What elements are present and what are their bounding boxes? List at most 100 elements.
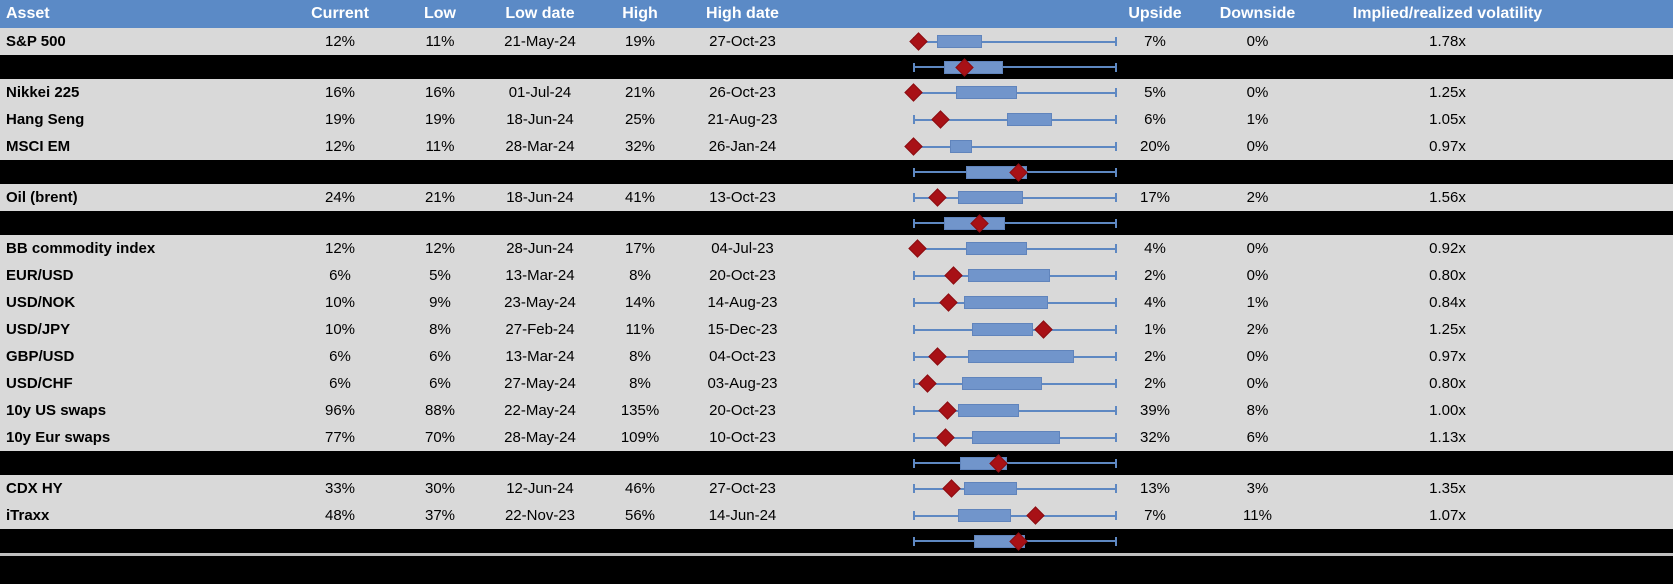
cell-high: 46% — [624, 480, 656, 497]
cell-current: 12% — [324, 240, 356, 257]
table-row: MSCI EM 12% 11% 28-Mar-24 32% 26-Jan-24 20% 0% 0… — [0, 133, 1673, 160]
whisker-line — [913, 66, 1117, 68]
col-header-upside: Upside — [1128, 5, 1182, 22]
cell-high_date: 15-Dec-23 — [707, 321, 778, 338]
box-range — [957, 191, 1024, 204]
current-diamond-marker — [938, 401, 957, 420]
whisker-cap-left — [913, 167, 915, 177]
cell-implied-realized: 1.25x — [1429, 84, 1466, 101]
cell-downside: 0% — [1246, 348, 1269, 365]
cell-low: 30% — [424, 480, 456, 497]
whisker-cap-right — [1115, 352, 1117, 361]
cell-filler — [1565, 289, 1673, 316]
cell-low: 70% — [424, 429, 456, 446]
current-diamond-marker — [907, 239, 927, 258]
cell-downside: 2% — [1246, 321, 1269, 338]
cell-empty — [285, 211, 395, 235]
whisker-cap-left — [913, 352, 915, 361]
cell-asset: Oil (brent) — [6, 189, 78, 206]
cell-empty — [285, 55, 395, 79]
cell-empty — [595, 529, 685, 553]
cell-implied-realized: 0.80x — [1429, 375, 1466, 392]
cell-downside: 0% — [1246, 84, 1269, 101]
cell-empty — [685, 529, 800, 553]
cell-low_date: 13-Mar-24 — [505, 267, 575, 284]
whisker-line — [913, 40, 1117, 43]
box-range — [937, 35, 983, 48]
cell-empty — [595, 451, 685, 475]
whisker-cap-right — [1115, 88, 1117, 97]
cell-high_date: 04-Jul-23 — [711, 240, 774, 257]
cell-empty — [685, 160, 800, 184]
cell-low: 11% — [425, 138, 455, 155]
cell-implied-realized: 1.00x — [1429, 402, 1466, 419]
boxplot — [913, 343, 1117, 370]
separator-row-boxplot — [0, 529, 1673, 553]
cell-upside: 1% — [1144, 321, 1166, 338]
whisker-cap-right — [1115, 511, 1117, 520]
cell-low_date: 21-May-24 — [504, 33, 576, 50]
whisker-cap-right — [1115, 62, 1117, 72]
cell-high_date: 27-Oct-23 — [709, 33, 776, 50]
cell-low: 37% — [424, 507, 456, 524]
boxplot — [907, 235, 1117, 262]
cell-asset: USD/CHF — [6, 375, 73, 392]
cell-high_date: 13-Oct-23 — [709, 189, 776, 206]
cell-low: 8% — [429, 321, 451, 338]
table-row: BB commodity index 12% 12% 28-Jun-24 17% 04-J… — [0, 235, 1673, 262]
cell-high: 8% — [629, 348, 651, 365]
cell-asset: GBP/USD — [6, 348, 75, 365]
divider-line — [0, 553, 1673, 556]
boxplot-cell — [800, 184, 1125, 211]
cell-empty — [0, 160, 285, 184]
cell-asset: CDX HY — [6, 480, 63, 497]
whisker-cap-right — [1115, 433, 1117, 442]
box-range — [1006, 113, 1052, 126]
current-diamond-marker — [939, 293, 958, 312]
boxplot — [913, 529, 1117, 553]
table-row: 10y US swaps 96% 88% 22-May-24 135% 20-Oct-23… — [0, 397, 1673, 424]
current-diamond-marker — [918, 374, 937, 393]
cell-empty — [285, 451, 395, 475]
cell-low_date: 27-May-24 — [504, 375, 576, 392]
whisker-cap-left — [913, 115, 915, 124]
cell-low_date: 22-May-24 — [504, 402, 576, 419]
cell-empty — [285, 529, 395, 553]
col-header-high-date: High date — [706, 5, 779, 22]
cell-upside: 39% — [1139, 402, 1171, 419]
cell-current: 12% — [324, 138, 356, 155]
cell-filler — [1565, 28, 1673, 55]
col-header-implied-realized: Implied/realized volatility — [1352, 5, 1543, 22]
cell-downside: 1% — [1246, 294, 1269, 311]
cell-empty — [0, 55, 285, 79]
cell-low_date: 28-Mar-24 — [505, 138, 575, 155]
boxplot — [913, 262, 1117, 289]
cell-high_date: 14-Aug-23 — [707, 294, 778, 311]
table-row: USD/JPY 10% 8% 27-Feb-24 11% 15-Dec-23 1% 2% 1.2… — [0, 316, 1673, 343]
cell-low_date: 01-Jul-24 — [508, 84, 572, 101]
table-row: Nikkei 225 16% 16% 01-Jul-24 21% 26-Oct-23 5% 0… — [0, 79, 1673, 106]
cell-upside: 7% — [1144, 507, 1166, 524]
whisker-line — [913, 222, 1117, 224]
boxplot-cell — [800, 343, 1125, 370]
boxplot-cell — [800, 370, 1125, 397]
whisker-cap-right — [1115, 142, 1117, 151]
cell-downside: 11% — [1243, 507, 1272, 524]
cell-empty — [395, 211, 485, 235]
cell-high: 109% — [620, 429, 660, 446]
whisker-cap-right — [1115, 458, 1117, 468]
cell-filler — [1565, 343, 1673, 370]
whisker-cap-right — [1115, 218, 1117, 228]
cell-empty — [395, 55, 485, 79]
cell-implied-realized: 1.56x — [1429, 189, 1466, 206]
boxplot — [913, 451, 1117, 475]
current-diamond-marker — [927, 188, 947, 207]
cell-upside: 6% — [1144, 111, 1166, 128]
whisker-cap-left — [913, 406, 915, 415]
boxplot — [908, 28, 1117, 55]
whisker-cap-left — [913, 218, 915, 228]
cell-high: 135% — [620, 402, 660, 419]
cell-low: 12% — [424, 240, 456, 257]
whisker-cap-right — [1115, 115, 1117, 124]
